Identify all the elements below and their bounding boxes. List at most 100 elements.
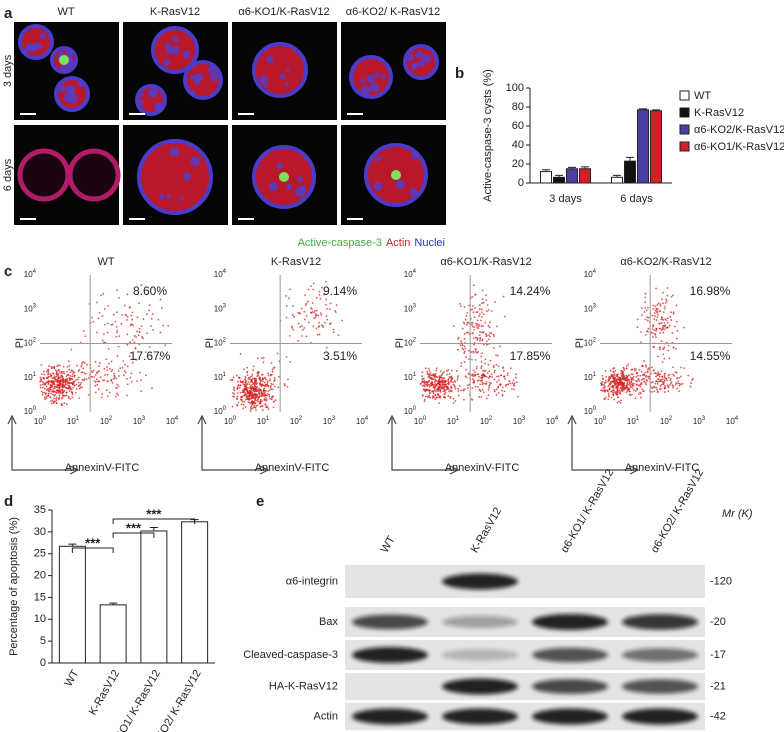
event-dot [94, 360, 97, 363]
event-dot [475, 322, 478, 325]
event-dot [672, 373, 674, 376]
event-dot [266, 381, 269, 384]
event-dot [255, 390, 258, 393]
event-dot [454, 387, 457, 390]
event-dot [45, 381, 48, 384]
blot-band [532, 647, 608, 663]
event-dot [57, 369, 60, 371]
event-dot [115, 395, 117, 398]
event-dot [304, 304, 307, 307]
event-dot [329, 308, 331, 310]
event-dot [277, 375, 280, 378]
event-dot [231, 391, 234, 394]
event-dot [319, 297, 322, 300]
event-dot [315, 296, 318, 299]
event-dot [665, 319, 668, 322]
event-dot [106, 322, 109, 325]
event-dot [307, 288, 310, 291]
event-dot [619, 387, 622, 390]
event-dot [480, 315, 483, 318]
y-tick-label: 100 [214, 406, 227, 417]
tick-exponent: 2 [489, 416, 493, 422]
bar [99, 604, 127, 664]
event-dot [628, 390, 631, 393]
x-tick-label: 100 [224, 416, 237, 427]
tick-base: 10 [414, 417, 423, 426]
event-dot [655, 386, 658, 389]
event-dot [325, 298, 328, 301]
event-dot [78, 397, 80, 400]
event-dot [481, 379, 483, 382]
x-tick-label: 103 [323, 416, 336, 427]
y-tick-label: 103 [24, 303, 37, 314]
event-dot [81, 371, 84, 374]
event-dot [467, 331, 469, 334]
event-dot [621, 376, 624, 379]
event-dot [75, 388, 78, 390]
event-dot [47, 394, 49, 397]
event-dot [608, 395, 610, 398]
tick-base: 10 [214, 373, 223, 382]
event-dot [457, 375, 460, 377]
event-dot [625, 376, 628, 379]
event-dot [476, 365, 478, 368]
event-dot [474, 371, 476, 373]
event-dot [651, 380, 654, 383]
arrow-head [7, 414, 80, 475]
event-dot [626, 381, 629, 384]
event-dot [322, 326, 325, 329]
event-dot [264, 396, 267, 399]
event-dot [325, 346, 328, 349]
event-dot [471, 325, 474, 328]
event-dot [660, 316, 663, 319]
significance-bracket [112, 532, 155, 538]
event-dot [120, 322, 123, 325]
event-dot [68, 377, 71, 379]
event-dot [301, 325, 303, 328]
event-dot [429, 396, 432, 399]
event-dot [315, 314, 317, 317]
event-dot [432, 374, 435, 377]
event-dot [615, 379, 618, 381]
event-dot [646, 319, 649, 322]
event-dot [625, 379, 628, 382]
event-dot [629, 376, 632, 379]
event-dot [65, 403, 68, 406]
event-dot [467, 372, 470, 375]
event-dot [431, 377, 434, 380]
event-dot [83, 379, 85, 382]
event-dot [314, 316, 317, 319]
bar [58, 545, 86, 664]
event-dot [613, 367, 616, 369]
event-dot [116, 329, 119, 332]
event-dot [100, 294, 102, 297]
event-dot [110, 323, 113, 326]
event-dot [617, 396, 620, 399]
event-dot [84, 372, 87, 375]
event-dot [482, 343, 485, 346]
event-dot [437, 388, 440, 391]
event-dot [480, 325, 483, 328]
event-dot [428, 373, 431, 376]
event-dot [244, 406, 247, 408]
event-dot [484, 362, 486, 365]
event-dot [91, 316, 94, 319]
event-dot [447, 383, 450, 386]
x-tick-label: 100 [414, 416, 427, 427]
event-dot [41, 394, 44, 396]
event-dot [633, 369, 636, 372]
bar [566, 168, 578, 184]
tick-exponent: 1 [456, 416, 460, 422]
event-dot [492, 364, 495, 367]
event-dot [616, 373, 619, 376]
event-dot [666, 294, 669, 297]
event-dot [659, 348, 661, 351]
event-dot [103, 333, 105, 335]
tick-base: 10 [404, 407, 413, 416]
event-dot [675, 320, 678, 323]
event-dot [644, 382, 647, 385]
event-dot [441, 382, 444, 384]
nucleus [58, 85, 66, 93]
event-dot [421, 377, 424, 380]
y-tick-label: 60 [512, 120, 524, 132]
